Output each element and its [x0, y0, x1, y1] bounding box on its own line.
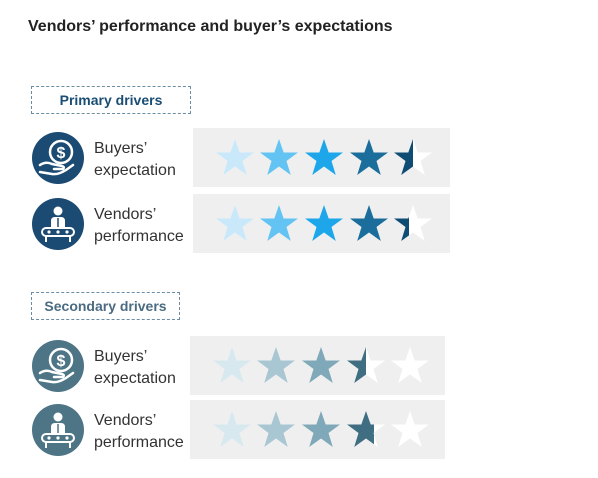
star-icon	[256, 346, 296, 384]
star-icon	[390, 346, 430, 384]
row-label-line2: performance	[94, 434, 184, 451]
star-icon	[304, 138, 344, 176]
rating-panel	[193, 194, 450, 253]
svg-text:$: $	[57, 145, 66, 162]
section-label-secondary-drivers: Secondary drivers	[31, 292, 180, 320]
page-title: Vendors’ performance and buyer’s expecta…	[28, 18, 393, 35]
vendor-person-icon	[32, 198, 84, 250]
star-icon	[215, 204, 255, 242]
star-icon	[346, 346, 386, 384]
star-icon	[259, 204, 299, 242]
row-label-line2: expectation	[94, 162, 176, 179]
row-label: Vendors’ performance	[94, 204, 194, 248]
star-icon	[393, 204, 433, 242]
row-label-line1: Buyers’	[94, 140, 148, 157]
star-icon	[393, 138, 433, 176]
rating-panel	[190, 336, 445, 395]
row-label-line2: performance	[94, 228, 184, 245]
rating-panel	[193, 128, 450, 187]
star-icon	[256, 410, 296, 448]
row-label-line1: Vendors’	[94, 412, 157, 429]
star-icon	[349, 138, 389, 176]
star-icon	[212, 346, 252, 384]
row-label: Vendors’ performance	[94, 410, 194, 454]
star-icon	[301, 346, 341, 384]
star-icon	[259, 138, 299, 176]
row-label: Buyers’ expectation	[94, 138, 194, 182]
row-label-line1: Vendors’	[94, 206, 157, 223]
star-icon	[304, 204, 344, 242]
dollar-hand-icon: $	[32, 132, 84, 184]
star-icon	[301, 410, 341, 448]
star-icon	[349, 204, 389, 242]
vendor-person-icon	[32, 404, 84, 456]
row-label-line1: Buyers’	[94, 348, 148, 365]
row-label: Buyers’ expectation	[94, 346, 194, 390]
svg-text:$: $	[57, 353, 66, 370]
star-icon	[390, 410, 430, 448]
star-icon	[346, 410, 386, 448]
star-icon	[215, 138, 255, 176]
star-icon	[212, 410, 252, 448]
row-label-line2: expectation	[94, 370, 176, 387]
section-label-primary-drivers: Primary drivers	[31, 86, 191, 114]
rating-panel	[190, 400, 445, 459]
dollar-hand-icon: $	[32, 340, 84, 392]
